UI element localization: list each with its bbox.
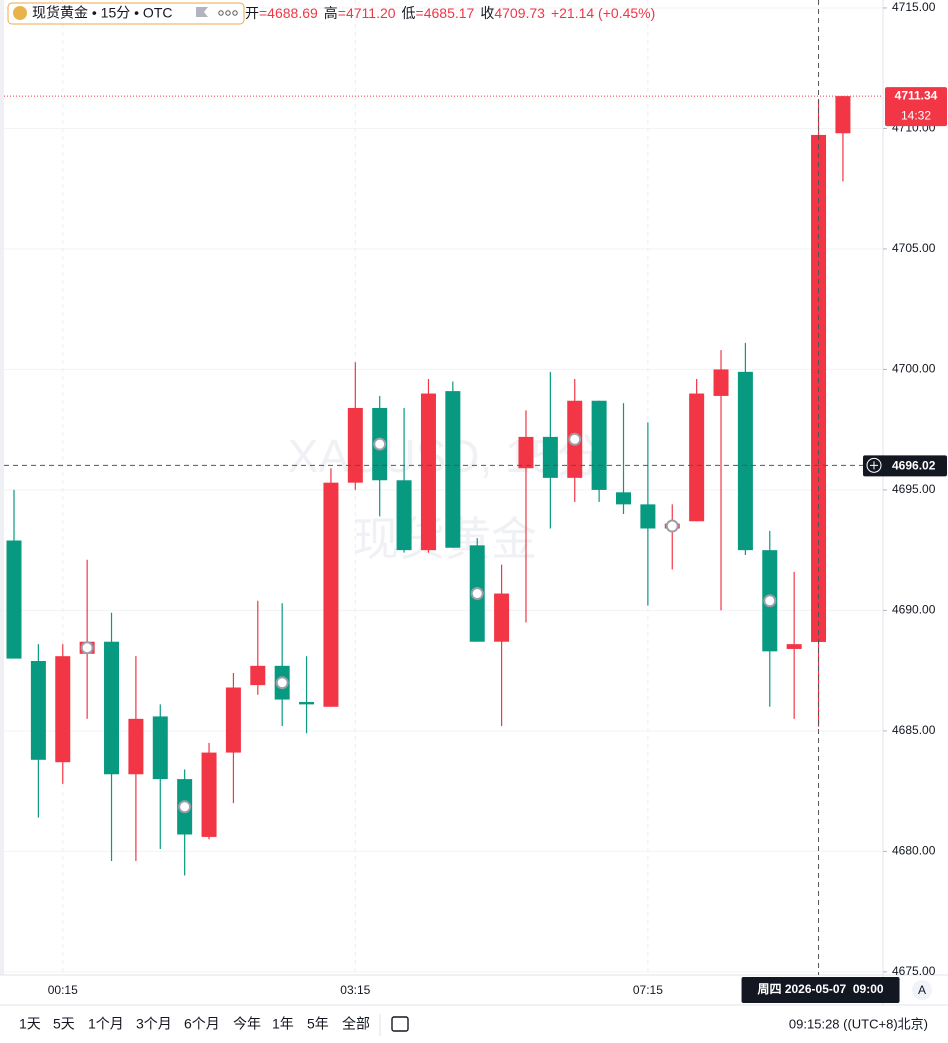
event-marker[interactable] [80,641,94,655]
crosshair-price-tag [863,455,947,477]
ohlc-label: 高 [324,5,338,21]
ohlc-label: 收 [480,5,494,21]
ohlc-value: =4685.17 [416,5,475,21]
auto-scale[interactable]: A [918,983,926,997]
clock: 09:15:28 ((UTC+8)北京) [789,1016,928,1031]
candle-body [616,492,631,505]
range-button[interactable]: 3个月 [136,1016,172,1032]
price-tag [885,87,947,127]
event-marker[interactable] [470,587,484,601]
x-tick-label: 03:15 [340,983,370,997]
y-tick-label: 4705.00 [892,241,936,255]
crosshair-time: 周四 2026-05-07 09:00 [758,982,884,996]
range-button[interactable]: 1个月 [88,1016,124,1032]
ohlc-value: =4688.69 [259,5,318,21]
candle-body [542,436,558,478]
event-marker[interactable] [275,676,289,690]
candle-body [250,665,266,686]
candle-body [518,436,534,469]
change: +21.14 (+0.45%) [551,5,655,21]
y-tick-label: 4690.00 [892,603,936,617]
more-dot [232,10,238,16]
range-button[interactable]: 1年 [272,1016,294,1032]
ohlc-value: 4709.73 [494,5,545,21]
ohlc-value: =4711.20 [338,5,396,21]
overlay: 4711.34 14:32 4696.02 周四 2026-05-07 09:00 A [4,0,947,1003]
candle-body [152,716,168,780]
grid: 4675.00 4680.00 4685.00 4690.00 4695.00 4700.… [4,0,936,997]
candle-body [30,661,46,760]
candle-body [299,701,315,705]
range-button[interactable]: 今年 [233,1016,261,1032]
range-button[interactable]: 全部 [342,1016,370,1032]
candle-body [737,371,753,551]
add-icon [870,461,878,470]
candle-body [347,407,363,483]
candle-body [445,391,461,548]
y-tick-label: 4715.00 [892,0,936,14]
y-tick-label: 4680.00 [892,844,936,858]
range-button[interactable]: 5天 [53,1016,75,1032]
candle-body [128,718,144,775]
candle-body [835,96,851,134]
candle-body [786,644,802,649]
event-marker[interactable] [373,437,387,451]
candles [6,96,851,876]
flag-icon[interactable] [196,7,208,17]
event-marker[interactable] [763,594,777,608]
range-button[interactable]: 5年 [307,1016,329,1032]
candle-body [713,369,729,396]
ohlc-label: 开 [245,5,259,21]
candle-body [104,641,120,775]
add-icon[interactable] [866,457,882,473]
candle-body [640,504,656,529]
auto-scale-bg[interactable] [912,980,932,1000]
x-tick-label: 00:15 [48,983,78,997]
candle-body [201,752,217,837]
y-tick-label: 4685.00 [892,723,936,737]
candle-body [420,393,436,551]
left-edge [0,0,4,975]
event-marker[interactable] [178,800,192,814]
ohlc-legend: 开=4688.69 高=4711.20 低=4685.17 收4709.73 +21.1… [245,5,655,21]
y-tick-label: 4700.00 [892,362,936,376]
more-dot [225,10,231,16]
toolbar: 09:15:28 ((UTC+8)北京) 1天 5天 1个月 3个月 6个月 今年 1年 5年… [19,1014,928,1036]
candle-body [396,480,412,551]
price-tag-label: 4711.34 [895,88,938,102]
y-tick-label: 4675.00 [892,964,936,978]
candle-body [6,540,22,659]
candle-body [225,687,241,753]
candle-body [323,482,339,707]
candle-body [55,656,71,763]
watermark-text: 现货黄金 [353,513,537,565]
candle-body [591,400,607,490]
symbol-icon [13,6,27,20]
compare-icon[interactable] [391,1016,409,1032]
y-tick-label: 4695.00 [892,482,936,496]
event-marker[interactable] [568,432,582,446]
countdown: 14:32 [901,108,931,122]
range-button[interactable]: 6个月 [184,1016,220,1032]
range-button[interactable]: 1天 [19,1016,41,1032]
symbol-box[interactable] [7,2,245,25]
more-dot[interactable] [218,10,224,16]
crosshair-price: 4696.02 [892,459,936,473]
ohlc-label: 低 [402,5,416,21]
symbol: 现货黄金 • 15分 • OTC [32,5,173,21]
event-marker[interactable] [665,519,679,533]
candle-body [689,393,705,522]
candle-body [494,593,510,642]
header: 现货黄金 • 15分 • OTC 开=4688.69 高=4711.20 低=468… [7,2,655,25]
x-tick-label: 07:15 [633,983,663,997]
crosshair-time-tag [741,977,900,1003]
